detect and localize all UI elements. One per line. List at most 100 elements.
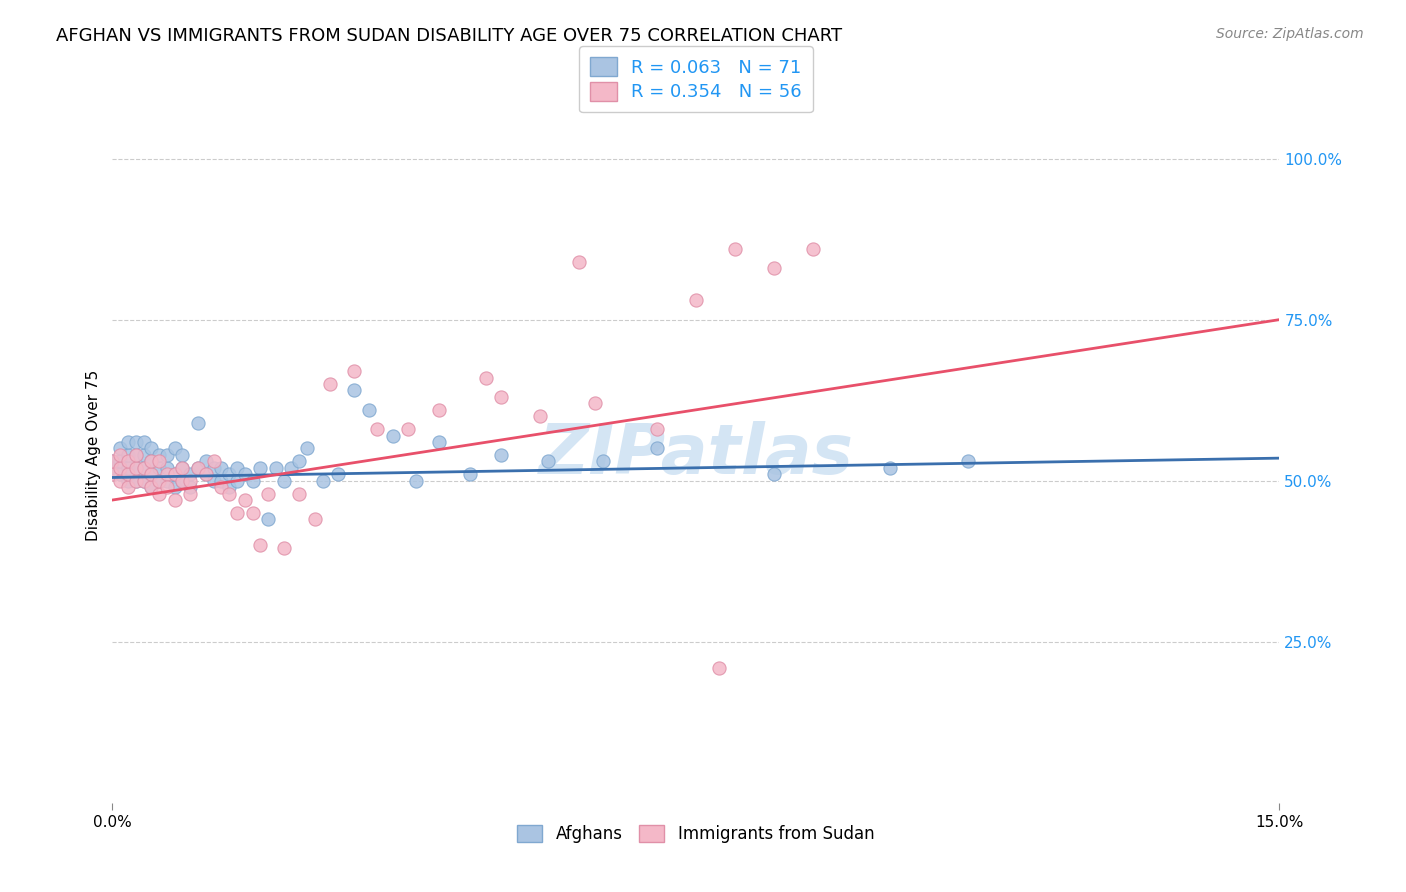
Point — [156, 480, 179, 494]
Point — [304, 512, 326, 526]
Point — [148, 460, 170, 475]
Point — [101, 460, 124, 475]
Point — [343, 384, 366, 398]
Point — [132, 460, 155, 475]
Point — [179, 480, 201, 494]
Point — [172, 460, 194, 475]
Text: ZIPatlas: ZIPatlas — [538, 421, 853, 489]
Point — [491, 390, 513, 404]
Point — [101, 454, 124, 468]
Legend: Afghans, Immigrants from Sudan: Afghans, Immigrants from Sudan — [510, 819, 882, 850]
Point — [218, 480, 240, 494]
Point — [957, 454, 980, 468]
Point — [163, 467, 186, 482]
Point — [202, 460, 225, 475]
Point — [427, 435, 450, 450]
Point — [326, 467, 349, 482]
Point — [179, 474, 201, 488]
Point — [460, 467, 482, 482]
Point — [172, 474, 194, 488]
Point — [125, 448, 148, 462]
Point — [233, 493, 256, 508]
Point — [288, 454, 311, 468]
Point — [209, 460, 232, 475]
Point — [117, 480, 139, 494]
Point — [226, 506, 249, 520]
Point — [132, 435, 155, 450]
Point — [529, 409, 551, 424]
Point — [187, 416, 209, 430]
Point — [218, 467, 240, 482]
Point — [405, 474, 427, 488]
Y-axis label: Disability Age Over 75: Disability Age Over 75 — [86, 369, 101, 541]
Point — [125, 460, 148, 475]
Point — [396, 422, 419, 436]
Point — [141, 480, 163, 494]
Point — [257, 512, 280, 526]
Point — [148, 454, 170, 468]
Point — [156, 474, 179, 488]
Point — [381, 428, 404, 442]
Point — [257, 486, 280, 500]
Point — [187, 460, 209, 475]
Point — [537, 454, 560, 468]
Point — [879, 460, 901, 475]
Point — [311, 474, 333, 488]
Point — [592, 454, 614, 468]
Point — [242, 474, 264, 488]
Point — [209, 480, 232, 494]
Point — [273, 474, 295, 488]
Point — [280, 460, 302, 475]
Point — [132, 460, 155, 475]
Point — [117, 467, 139, 482]
Point — [645, 442, 668, 456]
Point — [264, 460, 287, 475]
Point — [148, 474, 170, 488]
Point — [125, 460, 148, 475]
Point — [202, 474, 225, 488]
Point — [359, 402, 381, 417]
Point — [125, 448, 148, 462]
Point — [295, 442, 318, 456]
Point — [242, 506, 264, 520]
Point — [194, 454, 217, 468]
Point — [233, 467, 256, 482]
Point — [801, 242, 824, 256]
Point — [156, 460, 179, 475]
Point — [117, 454, 139, 468]
Point — [141, 442, 163, 456]
Point — [172, 448, 194, 462]
Point — [194, 467, 217, 482]
Point — [475, 370, 498, 384]
Point — [141, 454, 163, 468]
Point — [148, 486, 170, 500]
Point — [141, 454, 163, 468]
Point — [110, 460, 132, 475]
Point — [101, 454, 124, 468]
Point — [156, 467, 179, 482]
Point — [117, 435, 139, 450]
Point — [125, 474, 148, 488]
Point — [187, 460, 209, 475]
Point — [202, 454, 225, 468]
Point — [762, 467, 785, 482]
Point — [141, 467, 163, 482]
Point — [179, 467, 201, 482]
Point — [645, 422, 668, 436]
Point — [226, 474, 249, 488]
Point — [194, 467, 217, 482]
Point — [141, 480, 163, 494]
Point — [491, 448, 513, 462]
Point — [125, 435, 148, 450]
Point — [141, 467, 163, 482]
Point — [179, 486, 201, 500]
Point — [132, 448, 155, 462]
Point — [163, 480, 186, 494]
Point — [218, 486, 240, 500]
Point — [110, 474, 132, 488]
Point — [249, 538, 271, 552]
Point — [762, 261, 785, 276]
Point — [117, 474, 139, 488]
Point — [319, 377, 342, 392]
Point — [110, 467, 132, 482]
